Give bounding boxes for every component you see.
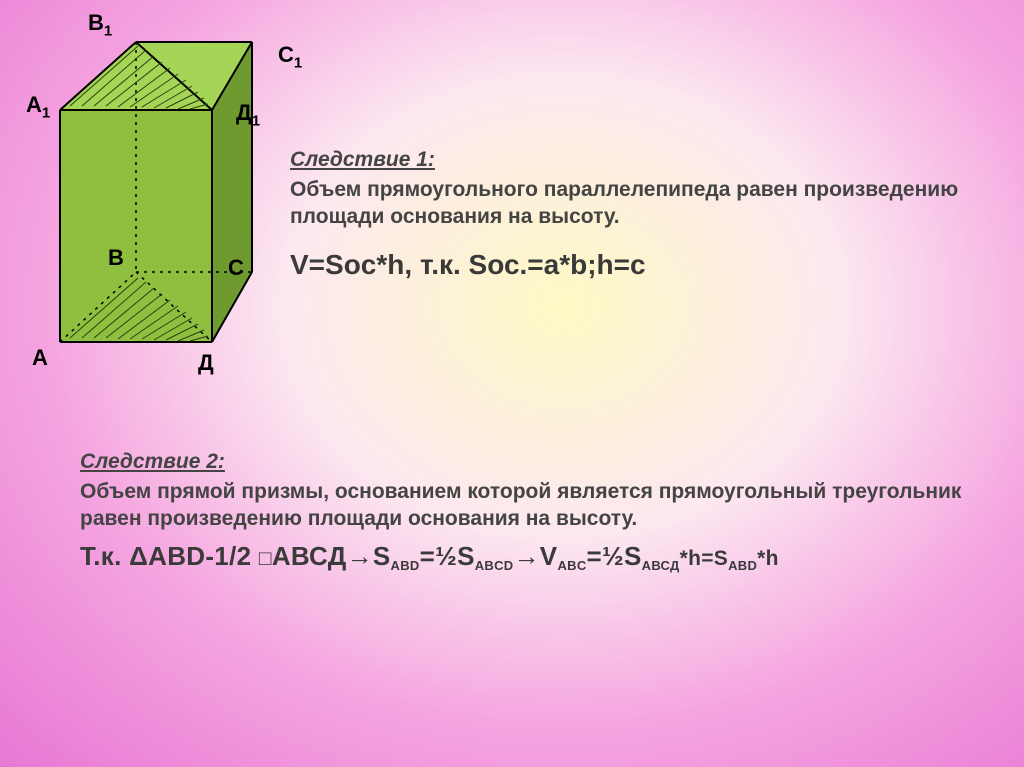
vertex-B1: В1 (88, 10, 112, 39)
vertex-A: А (32, 345, 48, 371)
vertex-C: С (228, 255, 244, 281)
vertex-A1: А1 (26, 92, 50, 121)
prism-diagram: А В С Д А1 В1 С1 Д1 (20, 10, 300, 370)
corollary-2: Следствие 2: Объем прямой призмы, основа… (80, 450, 980, 573)
corollary-2-title: Следствие 2: (80, 450, 980, 474)
prism-svg (20, 10, 300, 370)
vertex-D: Д (198, 350, 214, 376)
vertex-C1: С1 (278, 42, 302, 71)
corollary-1: Следствие 1: Объем прямоугольного паралл… (290, 148, 970, 281)
corollary-2-body: Объем прямой призмы, основанием которой … (80, 478, 980, 533)
corollary-1-body: Объем прямоугольного параллелепипеда рав… (290, 176, 970, 231)
vertex-B: В (108, 245, 124, 271)
corollary-2-formula: Т.к. ΔАВD-1/2 □АВСД→SABD=½SABCD→VABC=½SА… (80, 541, 980, 573)
vertex-D1: Д1 (236, 100, 260, 129)
corollary-1-title: Следствие 1: (290, 148, 970, 172)
corollary-1-formula: V=Soc*h, т.к. Sос.=a*b;h=c (290, 249, 970, 281)
